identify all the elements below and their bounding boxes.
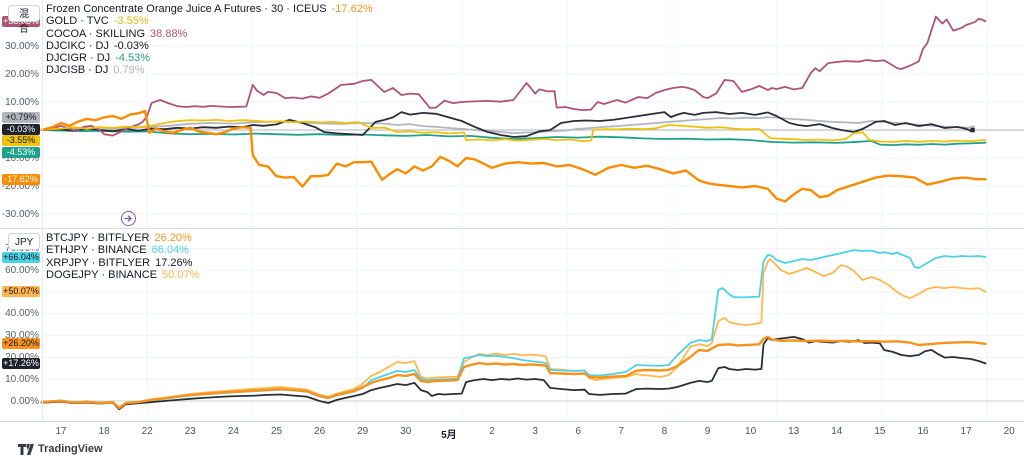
time-axis-label: 29	[357, 426, 369, 437]
top-scale-mode-button[interactable]: 混合	[8, 5, 40, 35]
price-scale-label: -20.00%	[1, 180, 39, 192]
legend-symbol-name: XRPJPY · BITFLYER	[46, 256, 151, 269]
time-axis-label: 6	[575, 426, 581, 437]
price-badge: +17.26%	[2, 357, 40, 369]
bottom-legend-item-2[interactable]: XRPJPY · BITFLYER 17.26%	[46, 257, 199, 269]
time-axis-label: 18	[98, 426, 110, 437]
legend-symbol-name: GOLD · TVC	[46, 15, 109, 28]
top-legend-item-1[interactable]: GOLD · TVC -3.55%	[46, 15, 373, 27]
legend-symbol-name: DJCIKC · DJ	[46, 39, 109, 52]
price-badge: +50.07%	[2, 286, 40, 298]
price-badge: +26.20%	[2, 338, 40, 350]
legend-change-value: 17.26%	[155, 256, 193, 269]
series-oj_futures[interactable]	[40, 109, 987, 203]
legend-change-value: -0.03%	[113, 39, 149, 52]
time-axis-label: 16	[917, 426, 929, 437]
price-scale-label: 20.00%	[0, 352, 39, 363]
price-badge: -17.62%	[2, 173, 40, 185]
legend-symbol-name: DJCISB · DJ	[46, 64, 109, 77]
branch-arrow-marker-icon[interactable]	[121, 211, 136, 226]
series-gold[interactable]	[40, 119, 987, 143]
time-axis-label: 23	[184, 426, 196, 437]
legend-symbol-name: COCOA · SKILLING	[46, 27, 146, 40]
top-legend-item-2[interactable]: COCOA · SKILLING 38.88%	[46, 28, 373, 40]
time-axis-label: 15	[874, 426, 886, 437]
legend-symbol-name: ETHJPY · BINANCE	[46, 244, 147, 257]
legend-change-value: -4.53%	[115, 52, 151, 65]
time-axis-label: 13	[788, 426, 800, 437]
time-axis-label: 10	[745, 426, 757, 437]
price-scale-label: 30.00%	[5, 330, 39, 342]
series-dogejpy[interactable]	[40, 258, 987, 409]
time-axis-label: 24	[227, 426, 239, 437]
tradingview-mark-icon	[18, 443, 34, 455]
time-axis-label: 22	[141, 426, 153, 437]
price-scale-label: 60.00%	[5, 264, 39, 276]
price-scale-label: 10.00%	[5, 373, 39, 385]
bottom-legend-item-1[interactable]: ETHJPY · BINANCE 66.04%	[46, 244, 199, 256]
legend-symbol-name: Frozen Concentrate Orange Juice A Future…	[46, 3, 327, 15]
legend-change-value: 66.04%	[151, 244, 189, 257]
legend-change-value: 26.20%	[154, 232, 192, 244]
time-axis-label: 3	[532, 426, 538, 437]
time-axis-label: 30	[400, 426, 412, 437]
price-scale-bottom[interactable]: 70.00%60.00%50.00%40.00%30.00%20.00%10.0…	[0, 229, 42, 421]
time-axis-label: 14	[831, 426, 843, 437]
price-scale-label: 10.00%	[5, 96, 39, 108]
price-scale-label: -30.00%	[1, 208, 39, 220]
price-scale-label: 40.00%	[5, 308, 39, 320]
legend-change-value: 50.07%	[162, 268, 200, 281]
time-axis-label: 25	[270, 426, 283, 437]
price-badge: +0.79%	[2, 112, 40, 124]
price-badge: -3.55%	[2, 135, 40, 147]
time-axis-label: 2	[489, 426, 495, 437]
bottom-legend-item-0[interactable]: BTCJPY · BITFLYER 26.20%	[46, 232, 199, 244]
price-scale-label: 0.00%	[10, 395, 39, 407]
series-btcjpy[interactable]	[40, 335, 987, 410]
time-axis-label: 26	[314, 426, 326, 437]
legend-change-value: 0.79%	[113, 64, 145, 77]
time-axis-label: 9	[704, 426, 711, 437]
price-badge: +66.04%	[2, 251, 40, 263]
top-legend-item-0[interactable]: Frozen Concentrate Orange Juice A Future…	[46, 3, 373, 15]
bottom-panel-legend: BTCJPY · BITFLYER 26.20% ETHJPY · BINANCE 6…	[46, 232, 199, 281]
time-axis-label: 8	[661, 426, 668, 437]
legend-change-value: -17.62%	[331, 3, 373, 15]
top-legend-item-3[interactable]: DJCIKC · DJ -0.03%	[46, 40, 373, 52]
time-axis-label: 17	[960, 426, 972, 437]
legend-symbol-name: DJCIGR · DJ	[46, 52, 111, 65]
bottom-legend-item-3[interactable]: DOGEJPY · BINANCE 50.07%	[46, 269, 199, 281]
legend-change-value: -3.55%	[113, 15, 149, 28]
price-scale-label: 20.00%	[5, 68, 39, 80]
price-badge: -4.53%	[2, 146, 40, 158]
series-xrpjpy[interactable]	[40, 335, 987, 411]
series-djcikc[interactable]	[40, 111, 974, 138]
legend-symbol-name: DOGEJPY · BINANCE	[46, 268, 158, 281]
top-legend-item-4[interactable]: DJCIGR · DJ -4.53%	[46, 52, 373, 64]
tradingview-label: TradingView	[38, 443, 103, 455]
time-axis-label: 17	[55, 426, 67, 437]
time-axis-label: 20	[1003, 426, 1015, 437]
time-axis-label: 7	[618, 426, 625, 437]
time-axis-label: 5月	[441, 430, 457, 441]
legend-symbol-name: BTCJPY · BITFLYER	[46, 232, 150, 244]
time-axis[interactable]	[0, 422, 1024, 442]
top-legend-item-5[interactable]: DJCISB · DJ 0.79%	[46, 64, 373, 76]
bottom-scale-mode-button[interactable]: JPY	[8, 233, 40, 250]
tradingview-logo[interactable]: TradingView	[18, 443, 103, 455]
price-badge: -0.03%	[2, 123, 40, 135]
legend-change-value: 38.88%	[150, 27, 188, 40]
series-cocoa[interactable]	[40, 15, 987, 137]
top-panel-legend: Frozen Concentrate Orange Juice A Future…	[46, 3, 373, 77]
price-scale-label: -10.00%	[1, 152, 39, 164]
price-scale-label: 30.00%	[5, 40, 39, 52]
